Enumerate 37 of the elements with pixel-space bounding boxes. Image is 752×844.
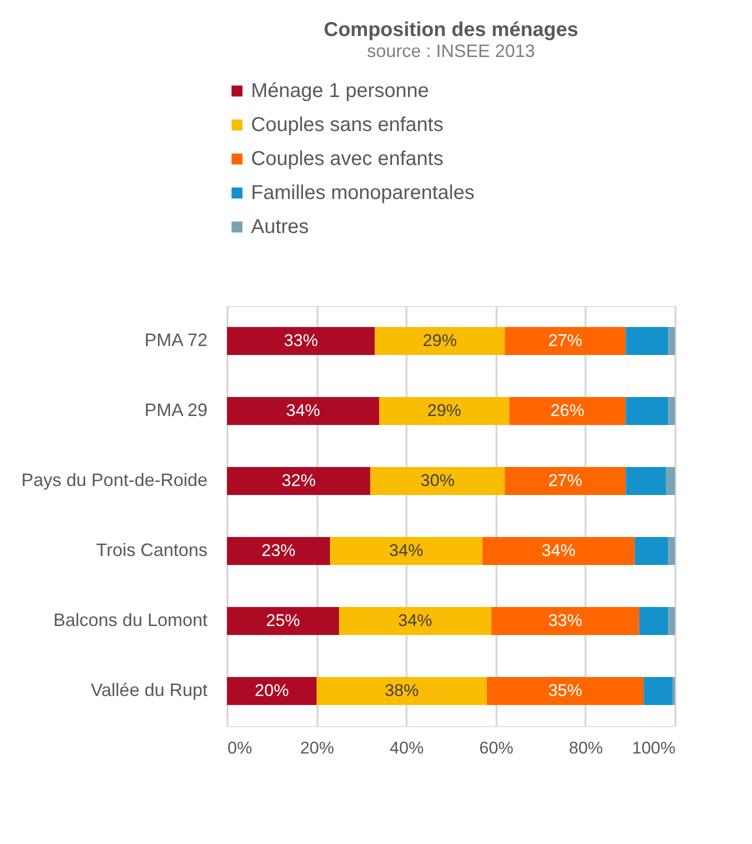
chart-title: Composition des ménages [324,19,578,41]
data-label: 30% [420,471,455,490]
data-label: 34% [389,541,424,560]
x-tick-label: 0% [228,738,252,758]
data-label: 34% [286,401,320,420]
data-label: 33% [284,331,318,350]
data-label: 33% [548,611,582,630]
data-label: 26% [550,401,584,420]
y-tick-label: Vallée du Rupt [90,680,208,700]
data-label: 32% [282,471,316,490]
data-label: 27% [548,331,582,350]
data-label: 29% [422,331,457,350]
y-tick-label: Balcons du Lomont [53,610,208,630]
data-label: 34% [398,611,432,630]
x-tick-label: 60% [479,738,514,758]
chart-subtitle: source : INSEE 2013 [366,41,536,61]
data-label: 20% [254,681,289,700]
y-tick-label: Pays du Pont-de-Roide [21,470,208,490]
y-tick-label: Trois Cantons [96,540,208,560]
x-tick-label: 20% [300,738,334,758]
data-label: 29% [427,401,462,420]
data-label: 35% [548,681,582,700]
data-label: 27% [548,471,582,490]
x-tick-label: 100% [632,738,676,758]
data-label: 34% [542,541,576,560]
legend-label: Familles monoparentales [251,182,474,204]
data-label: 38% [384,681,419,700]
data-label: 23% [262,541,296,560]
data-label: 25% [266,611,300,630]
legend-label: Ménage 1 personne [251,80,429,102]
legend-label: Autres [251,216,309,238]
legend-label: Couples avec enfants [251,148,444,170]
y-tick-label: PMA 29 [144,400,208,420]
legend-label: Couples sans enfants [251,114,444,136]
y-tick-label: PMA 72 [144,330,208,350]
x-tick-label: 80% [568,738,603,758]
x-tick-label: 40% [390,738,424,758]
